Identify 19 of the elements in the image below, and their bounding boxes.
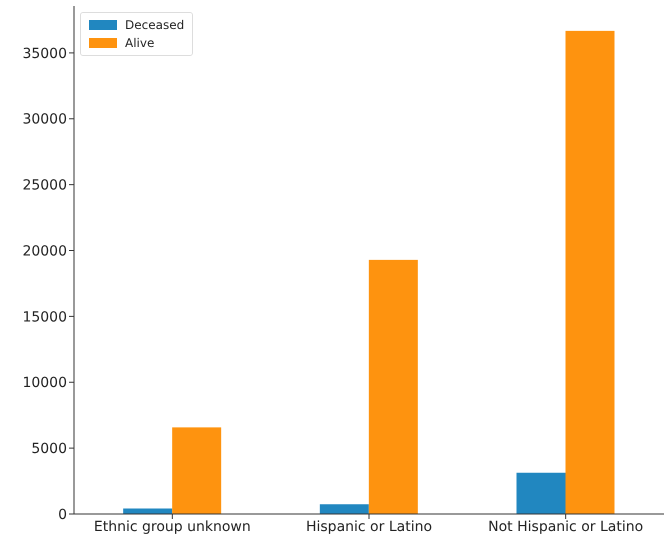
legend-label: Deceased [125,17,184,34]
bar [516,472,566,514]
bar [172,427,222,514]
x-tick-label: Ethnic group unknown [94,518,251,535]
bar [320,504,369,514]
y-tick-label: 30000 [22,112,67,128]
y-tick-label: 15000 [22,309,67,326]
bar [368,260,418,514]
legend-label: Alive [125,35,154,52]
bar [566,30,614,514]
y-tick-label: 0 [58,506,67,523]
x-tick-label: Hispanic or Latino [306,518,432,535]
x-tick-label: Not Hispanic or Latino [488,518,644,535]
y-tick-label: 25000 [22,178,67,194]
y-tick-label: 20000 [22,243,67,260]
y-tick-label: 35000 [22,46,67,62]
y-tick-label: 5000 [31,441,67,458]
y-tick-label: 10000 [22,375,67,392]
bar [123,508,172,514]
